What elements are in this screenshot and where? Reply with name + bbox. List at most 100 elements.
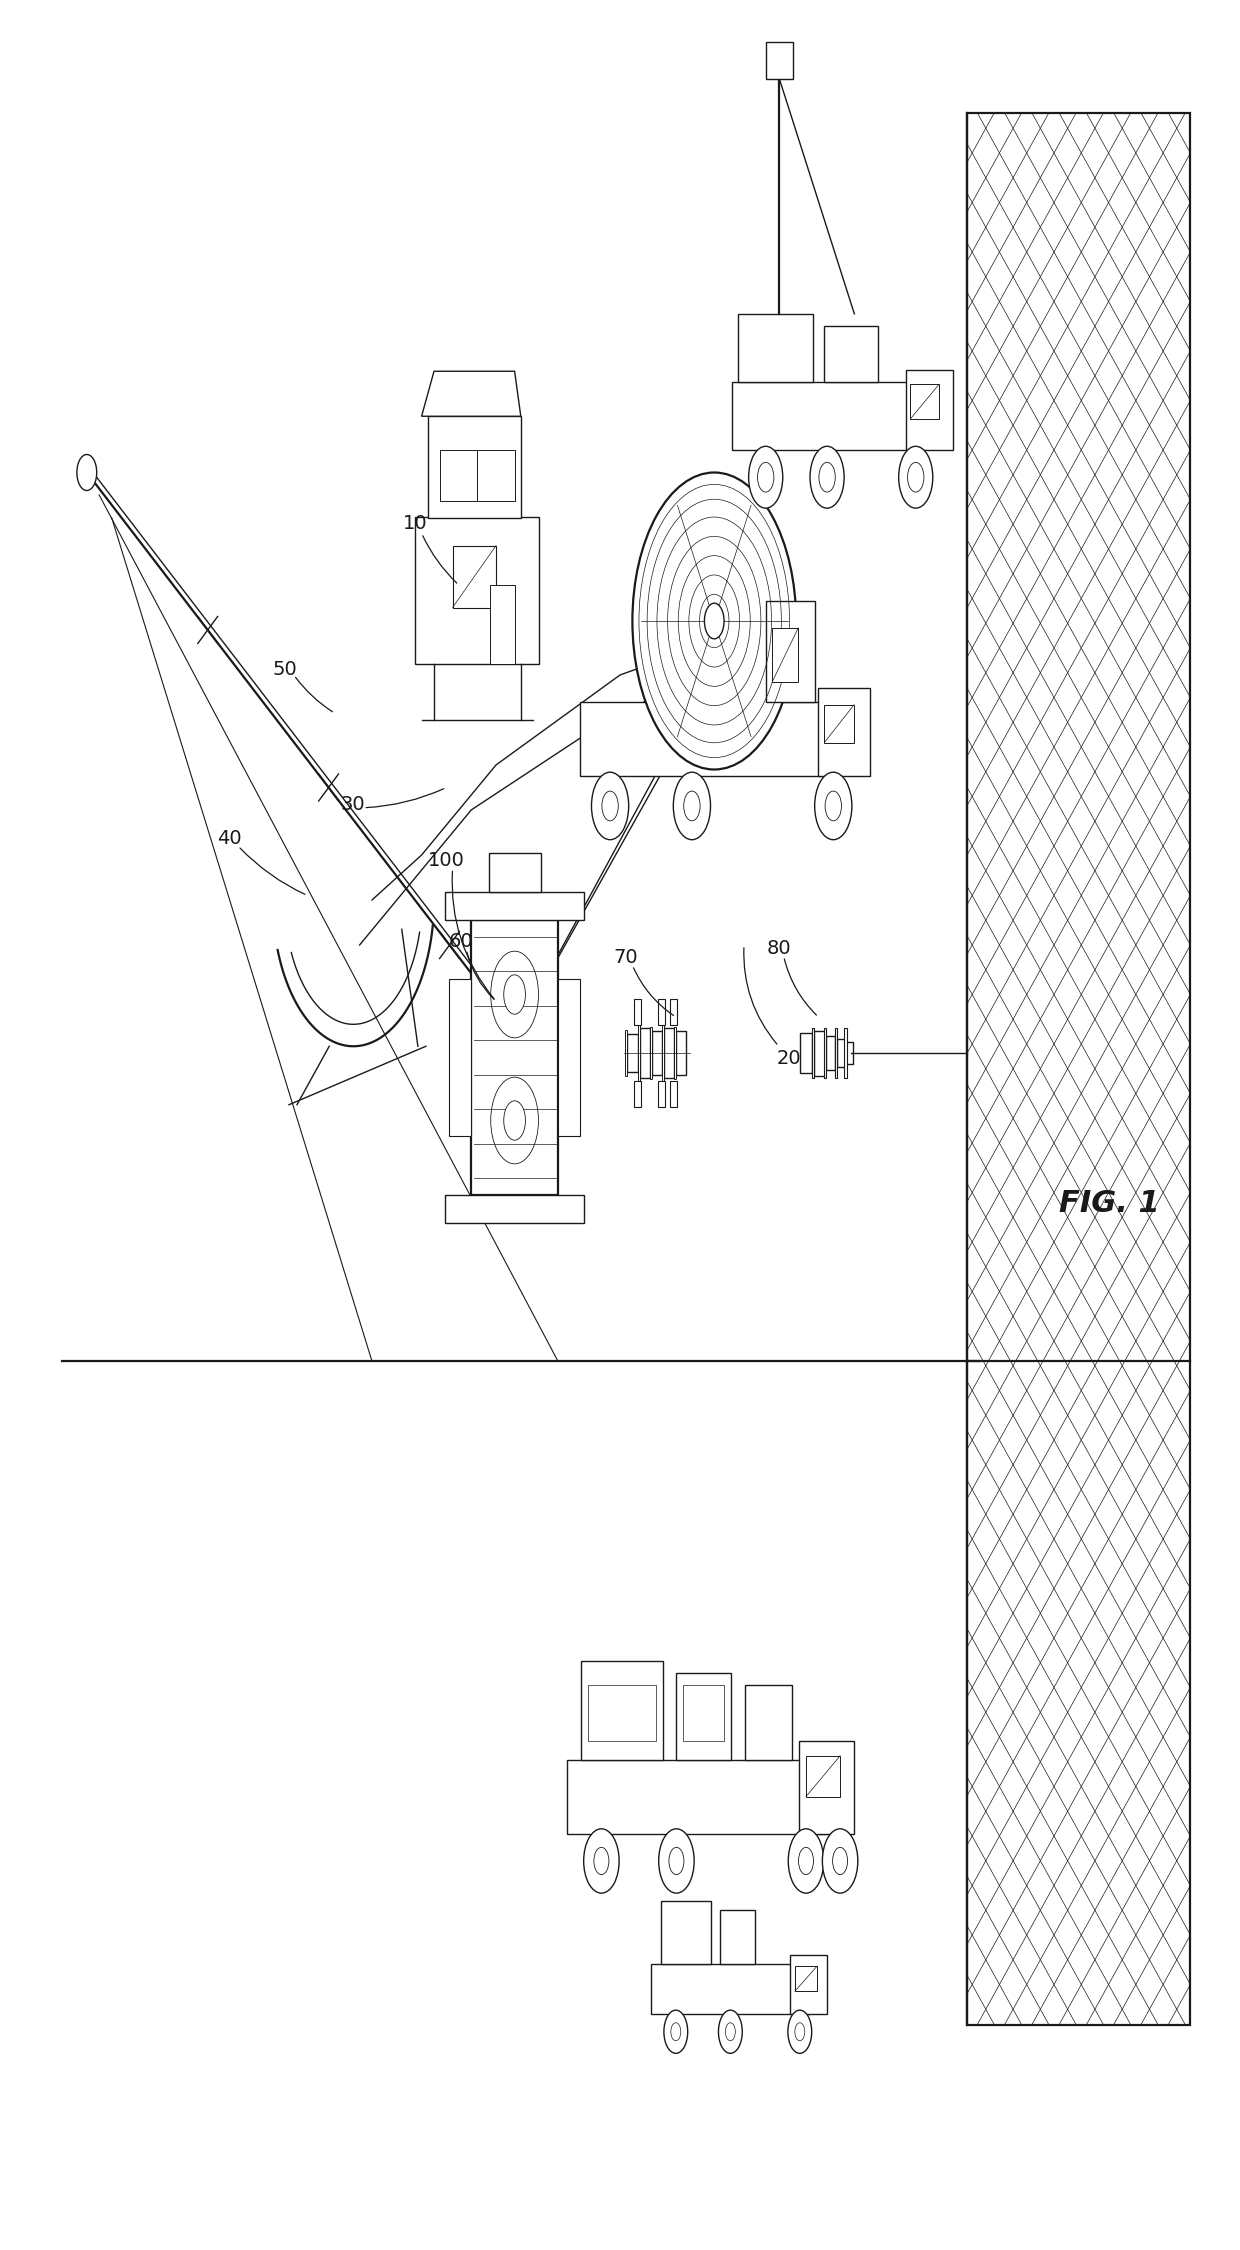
Circle shape bbox=[799, 1847, 813, 1874]
Bar bbox=[663, 1028, 675, 1078]
Bar bbox=[567, 1760, 826, 1834]
Bar bbox=[773, 628, 799, 682]
Bar bbox=[415, 518, 539, 664]
Circle shape bbox=[503, 1100, 526, 1141]
Text: 100: 100 bbox=[428, 850, 465, 871]
Bar bbox=[580, 1660, 662, 1760]
Circle shape bbox=[503, 974, 526, 1015]
Text: FIG. 1: FIG. 1 bbox=[1059, 1190, 1161, 1217]
Bar bbox=[811, 1028, 813, 1078]
Circle shape bbox=[787, 2009, 812, 2054]
Circle shape bbox=[789, 1829, 823, 1892]
Bar bbox=[490, 585, 515, 664]
Bar bbox=[489, 853, 541, 891]
Bar bbox=[635, 999, 641, 1024]
Bar bbox=[558, 979, 580, 1136]
Bar bbox=[744, 1685, 792, 1760]
Bar bbox=[823, 326, 878, 383]
Bar bbox=[445, 891, 584, 920]
Bar bbox=[818, 688, 870, 776]
Bar bbox=[967, 112, 1190, 2025]
Bar bbox=[640, 1028, 650, 1078]
Bar bbox=[661, 1901, 711, 1964]
Bar bbox=[806, 1755, 839, 1796]
Bar bbox=[652, 1030, 662, 1076]
Bar bbox=[477, 450, 515, 500]
Bar bbox=[720, 1910, 755, 1964]
Bar bbox=[445, 1195, 584, 1224]
Bar bbox=[625, 1030, 627, 1076]
Bar bbox=[471, 920, 558, 1195]
Circle shape bbox=[632, 472, 796, 770]
Circle shape bbox=[584, 1829, 619, 1892]
Bar bbox=[766, 601, 815, 702]
Bar bbox=[846, 1042, 853, 1064]
Bar bbox=[453, 544, 496, 608]
Text: 50: 50 bbox=[273, 659, 298, 680]
Circle shape bbox=[749, 446, 782, 508]
Circle shape bbox=[601, 792, 619, 821]
Bar bbox=[837, 1040, 844, 1066]
Circle shape bbox=[758, 464, 774, 493]
Bar bbox=[813, 1030, 825, 1076]
Text: 40: 40 bbox=[217, 828, 242, 848]
Text: 60: 60 bbox=[449, 932, 474, 952]
Text: 10: 10 bbox=[403, 513, 428, 533]
Bar bbox=[428, 416, 521, 518]
Circle shape bbox=[594, 1847, 609, 1874]
Bar bbox=[676, 1030, 687, 1076]
Bar bbox=[670, 999, 677, 1024]
Circle shape bbox=[832, 1847, 848, 1874]
Bar bbox=[905, 369, 954, 450]
Bar bbox=[799, 1742, 853, 1834]
Bar bbox=[650, 1026, 652, 1080]
Polygon shape bbox=[422, 371, 521, 416]
Bar bbox=[683, 1685, 724, 1742]
Circle shape bbox=[795, 2023, 805, 2041]
Bar bbox=[765, 40, 794, 79]
Circle shape bbox=[77, 455, 97, 490]
Circle shape bbox=[810, 446, 844, 508]
Circle shape bbox=[671, 2023, 681, 2041]
Circle shape bbox=[815, 772, 852, 839]
Circle shape bbox=[818, 464, 836, 493]
Bar bbox=[580, 702, 841, 776]
Bar bbox=[732, 382, 923, 450]
Bar bbox=[910, 385, 939, 418]
Bar bbox=[637, 1024, 640, 1082]
Bar bbox=[657, 999, 665, 1024]
Circle shape bbox=[908, 464, 924, 493]
Bar bbox=[651, 1964, 810, 2014]
Circle shape bbox=[899, 446, 932, 508]
Bar bbox=[823, 1028, 826, 1078]
Bar bbox=[677, 1674, 732, 1760]
Circle shape bbox=[725, 2023, 735, 2041]
Bar bbox=[844, 1028, 847, 1078]
Circle shape bbox=[658, 1829, 694, 1892]
Bar bbox=[635, 1082, 641, 1107]
Circle shape bbox=[663, 2009, 688, 2054]
Bar bbox=[670, 1082, 677, 1107]
Bar bbox=[826, 1035, 836, 1069]
Bar bbox=[738, 313, 813, 382]
Bar bbox=[440, 450, 477, 500]
Bar bbox=[825, 704, 854, 742]
Circle shape bbox=[673, 772, 711, 839]
Bar bbox=[790, 1955, 827, 2014]
Circle shape bbox=[718, 2009, 743, 2054]
Text: 70: 70 bbox=[614, 947, 639, 968]
Text: 30: 30 bbox=[341, 794, 366, 814]
Circle shape bbox=[668, 1847, 684, 1874]
Bar bbox=[627, 1035, 637, 1071]
Bar bbox=[675, 1026, 676, 1080]
Text: 80: 80 bbox=[766, 938, 791, 958]
Circle shape bbox=[704, 603, 724, 639]
Circle shape bbox=[591, 772, 629, 839]
Bar bbox=[800, 1033, 812, 1073]
Circle shape bbox=[822, 1829, 858, 1892]
Circle shape bbox=[825, 792, 842, 821]
Bar bbox=[795, 1966, 817, 1991]
Bar bbox=[657, 1082, 665, 1107]
Text: 20: 20 bbox=[776, 1048, 801, 1069]
Circle shape bbox=[683, 792, 701, 821]
